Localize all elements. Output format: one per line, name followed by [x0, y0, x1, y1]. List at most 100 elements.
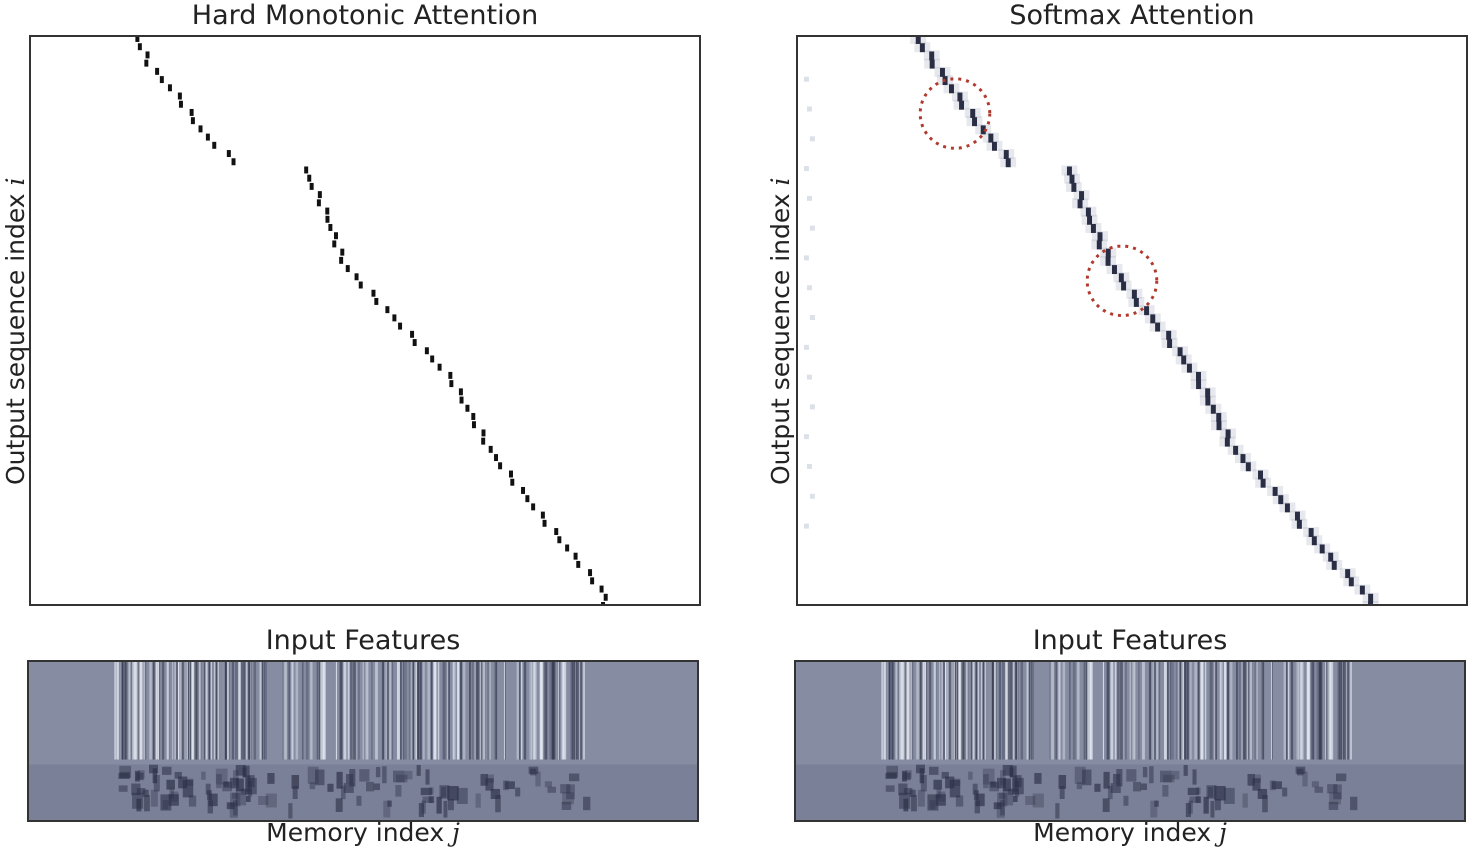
spectrogram-stripe [469, 662, 471, 760]
spectrogram-energy [1112, 774, 1121, 784]
attention-cell [1131, 289, 1137, 299]
spectrogram-energy [118, 785, 128, 792]
spectrogram-energy [327, 783, 334, 792]
spectrogram-energy [229, 802, 238, 818]
spectrogram-stripe [1155, 662, 1159, 760]
spectrogram-energy [166, 779, 175, 790]
spectrogram-stripe [888, 662, 891, 760]
spectrogram-energy [456, 787, 468, 804]
spectrogram-energy [1012, 795, 1018, 802]
spectrogram-stripe [577, 662, 580, 760]
spectrogram-image-right [796, 662, 1464, 820]
attention-cell [1003, 150, 1009, 159]
spectrogram-stripe [375, 662, 378, 760]
spectrogram-stripe [948, 662, 951, 760]
spectrogram-energy [561, 801, 572, 810]
attention-cell [410, 330, 415, 338]
spectrogram-stripe [1124, 662, 1127, 760]
attention-cell [437, 363, 442, 371]
spectrogram-stripe [1123, 662, 1126, 760]
spectrogram-stripe [419, 662, 422, 760]
spectrogram-energy [983, 774, 989, 789]
spectrogram-energy [974, 800, 980, 814]
attention-noise [809, 225, 815, 231]
spectrogram-energy [1160, 770, 1172, 783]
spectrogram-stripe [1312, 662, 1315, 760]
spectrogram-stripe [951, 662, 955, 760]
attention-cell [1071, 182, 1077, 192]
spectrogram-energy [405, 770, 413, 780]
spectrogram-energy [174, 771, 182, 779]
spectrogram-energy [935, 794, 946, 806]
spectrogram-stripe [1114, 662, 1117, 760]
attention-cell [565, 544, 570, 552]
spectrogram-stripe [1230, 662, 1233, 760]
spectrogram-stripe [159, 662, 161, 760]
spectrogram-stripe [182, 662, 186, 760]
spectrogram-energy [903, 788, 913, 795]
spectrogram-energy [232, 792, 239, 799]
attention-cell [1105, 248, 1111, 258]
spectrogram-stripe [1224, 662, 1226, 760]
spectrogram-stripe [421, 662, 425, 760]
spectrogram-energy [373, 783, 380, 791]
spectrogram-stripe [122, 662, 124, 760]
spectrogram-stripe [174, 662, 177, 760]
spectrogram-energy [475, 793, 481, 808]
annotation-circle [918, 77, 992, 150]
attention-cell [510, 478, 515, 486]
spectrogram-stripe [445, 662, 448, 760]
spectrogram-stripe [188, 662, 190, 760]
spectrogram-stripe [179, 662, 182, 760]
spectrogram-stripe [1172, 662, 1174, 760]
attention-cell [970, 108, 976, 118]
spectrogram-stripe [208, 662, 211, 760]
attention-cell [334, 232, 338, 240]
spectrogram-energy [340, 785, 346, 800]
spectrogram-stripe [1328, 662, 1331, 760]
attention-cell [554, 528, 559, 536]
attention-cell [316, 199, 321, 207]
spectrogram-stripe [403, 662, 405, 760]
spectrogram-energy [1002, 788, 1014, 806]
attention-cell [531, 503, 536, 511]
spectrogram-stripe [409, 662, 412, 760]
spectrogram-stripe [1004, 662, 1006, 760]
spectrogram-stripe [175, 662, 178, 760]
spectrogram-stripe [1164, 662, 1167, 760]
spectrogram-stripe [1028, 662, 1030, 760]
attention-cell [1118, 273, 1124, 283]
spectrogram-stripe [412, 662, 416, 760]
attention-cell [231, 158, 236, 166]
spectrogram-energy [216, 774, 222, 789]
spectrogram-stripe [356, 662, 359, 760]
spectrogram-stripe [249, 662, 252, 760]
spectrogram-energy [1025, 796, 1036, 805]
spectrogram-stripe [1068, 662, 1071, 760]
memory-index-label-left: Memory index j [266, 818, 460, 847]
hard-attention-heatmap [135, 37, 608, 604]
spectrogram-energy [1009, 767, 1014, 778]
spectrogram-energy [1094, 783, 1101, 792]
spectrogram-stripe [1062, 662, 1066, 760]
attention-cell [599, 585, 604, 593]
attention-cell [1155, 322, 1161, 332]
spectrogram-energy [118, 773, 130, 779]
spectrogram-stripe [183, 662, 186, 760]
spectrogram-energy [886, 771, 898, 779]
spectrogram-stripe [1090, 662, 1093, 760]
spectrogram-stripe [952, 662, 954, 760]
attention-cell [145, 51, 150, 59]
spectrogram-stripe [1186, 662, 1189, 760]
spectrogram-energy [150, 789, 158, 807]
spectrogram-energy [911, 794, 917, 812]
spectrogram-stripe [305, 662, 309, 760]
spectrogram-stripe [955, 662, 957, 760]
spectrogram-stripe [1244, 662, 1248, 760]
spectrogram-energy [1214, 786, 1226, 801]
attention-noise [809, 404, 815, 410]
spectrogram-stripe [474, 662, 476, 760]
spectrogram-stripe [134, 662, 136, 760]
spectrogram-stripe [134, 662, 137, 760]
spectrogram-stripe [226, 662, 229, 760]
